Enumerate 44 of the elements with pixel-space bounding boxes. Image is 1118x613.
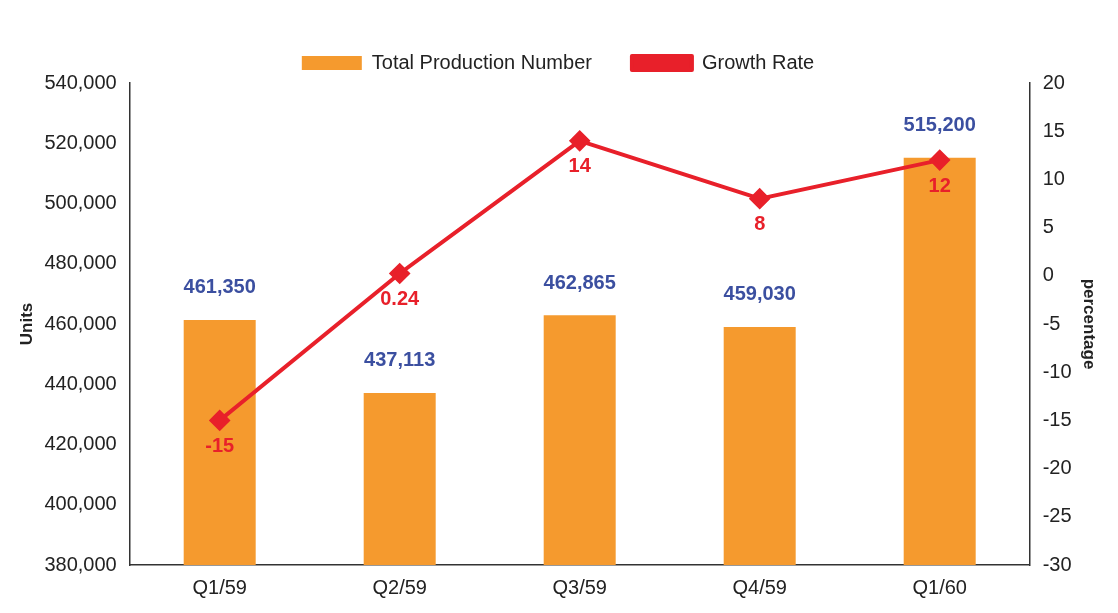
data-label: -15 bbox=[205, 433, 235, 456]
point bbox=[389, 263, 410, 284]
y2-tick-label: 10 bbox=[1042, 166, 1065, 189]
x-tick-label: Q4/59 bbox=[732, 575, 787, 598]
data-label: 462,865 bbox=[543, 270, 616, 293]
y2-tick-label: -5 bbox=[1042, 311, 1061, 334]
point bbox=[749, 188, 770, 209]
data-label: 459,030 bbox=[723, 282, 796, 305]
y-tick-label: 460,000 bbox=[44, 311, 117, 334]
x-tick-label: Q1/60 bbox=[912, 575, 967, 598]
y-tick-label: 400,000 bbox=[44, 492, 117, 515]
y2-tick-label: -25 bbox=[1042, 504, 1072, 527]
data-label: 515,200 bbox=[903, 113, 976, 136]
data-label: 12 bbox=[928, 173, 951, 196]
data-label: 8 bbox=[754, 212, 766, 235]
x-tick-label: Q3/59 bbox=[552, 575, 607, 598]
y2-tick-label: 20 bbox=[1042, 70, 1065, 93]
y2-tick-label: 5 bbox=[1042, 215, 1054, 238]
point bbox=[209, 410, 230, 431]
y-tick-label: 480,000 bbox=[44, 251, 117, 274]
x-tick-label: Q2/59 bbox=[372, 575, 427, 598]
y2-tick-label: 15 bbox=[1042, 118, 1065, 141]
y2-tick-label: -20 bbox=[1042, 456, 1072, 479]
y2-tick-label: -15 bbox=[1042, 407, 1072, 430]
y2-tick-label: 0 bbox=[1042, 263, 1054, 286]
y-tick-label: 500,000 bbox=[44, 191, 117, 214]
x-tick-label: Q1/59 bbox=[192, 575, 247, 598]
data-label: 0.24 bbox=[380, 287, 421, 309]
y2-axis-title: percentage bbox=[1080, 278, 1100, 370]
data-label: 14 bbox=[568, 154, 592, 177]
y-axis-title: Units bbox=[16, 302, 36, 346]
data-label: 437,113 bbox=[364, 348, 436, 371]
legend-label: Total Production Number bbox=[371, 50, 593, 73]
y2-tick-label: -30 bbox=[1042, 552, 1072, 575]
legend-label: Growth Rate bbox=[701, 50, 815, 73]
point bbox=[569, 130, 590, 151]
y2-tick-label: -10 bbox=[1042, 359, 1072, 382]
y-tick-label: 440,000 bbox=[44, 371, 117, 394]
y-tick-label: 540,000 bbox=[44, 70, 117, 93]
y-tick-label: 380,000 bbox=[44, 552, 117, 575]
y-tick-label: 520,000 bbox=[44, 130, 117, 153]
data-label: 461,350 bbox=[183, 275, 256, 298]
y-tick-label: 420,000 bbox=[44, 432, 117, 455]
point bbox=[929, 150, 950, 171]
